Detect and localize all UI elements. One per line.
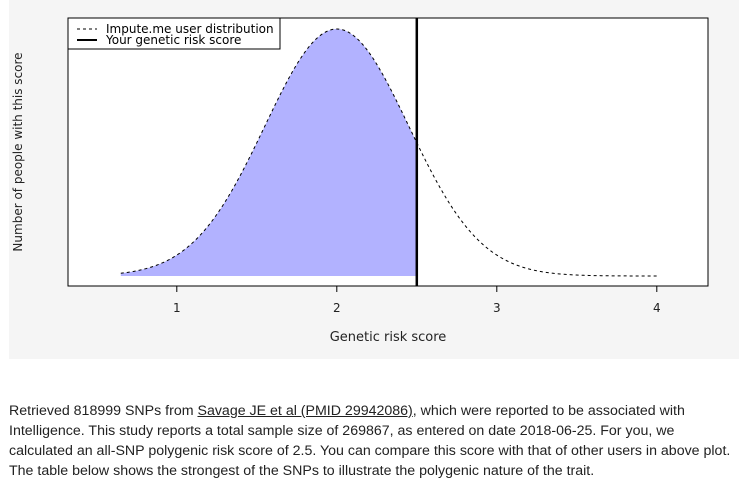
description-text: Retrieved 818999 SNPs from Savage JE et … bbox=[9, 401, 739, 481]
description-prefix: Retrieved 818999 SNPs from bbox=[9, 403, 198, 419]
distribution-curve bbox=[120, 28, 657, 277]
x-tick-label: 1 bbox=[173, 301, 181, 315]
x-axis-label: Genetic risk score bbox=[330, 330, 447, 345]
risk-score-chart: 1 2 3 4 Genetic risk score Number of people… bbox=[11, 17, 709, 345]
legend: Impute.me user distribution Your genetic… bbox=[67, 17, 281, 50]
x-tick-label: 4 bbox=[653, 301, 661, 315]
legend-box bbox=[67, 17, 281, 50]
x-tick-label: 2 bbox=[333, 301, 341, 315]
x-tick-label: 3 bbox=[493, 301, 501, 315]
shaded-area bbox=[120, 29, 417, 276]
plot-panel: 1 2 3 4 Genetic risk score Number of people… bbox=[9, 0, 739, 359]
y-axis-label: Number of people with this score bbox=[11, 52, 25, 251]
description-body: , which were reported to be associated w… bbox=[9, 403, 731, 479]
legend-entry-your-score: Your genetic risk score bbox=[105, 33, 241, 47]
legend-entry-distribution: Impute.me user distribution bbox=[106, 22, 274, 36]
study-link[interactable]: Savage JE et al (PMID 29942086) bbox=[197, 403, 413, 419]
